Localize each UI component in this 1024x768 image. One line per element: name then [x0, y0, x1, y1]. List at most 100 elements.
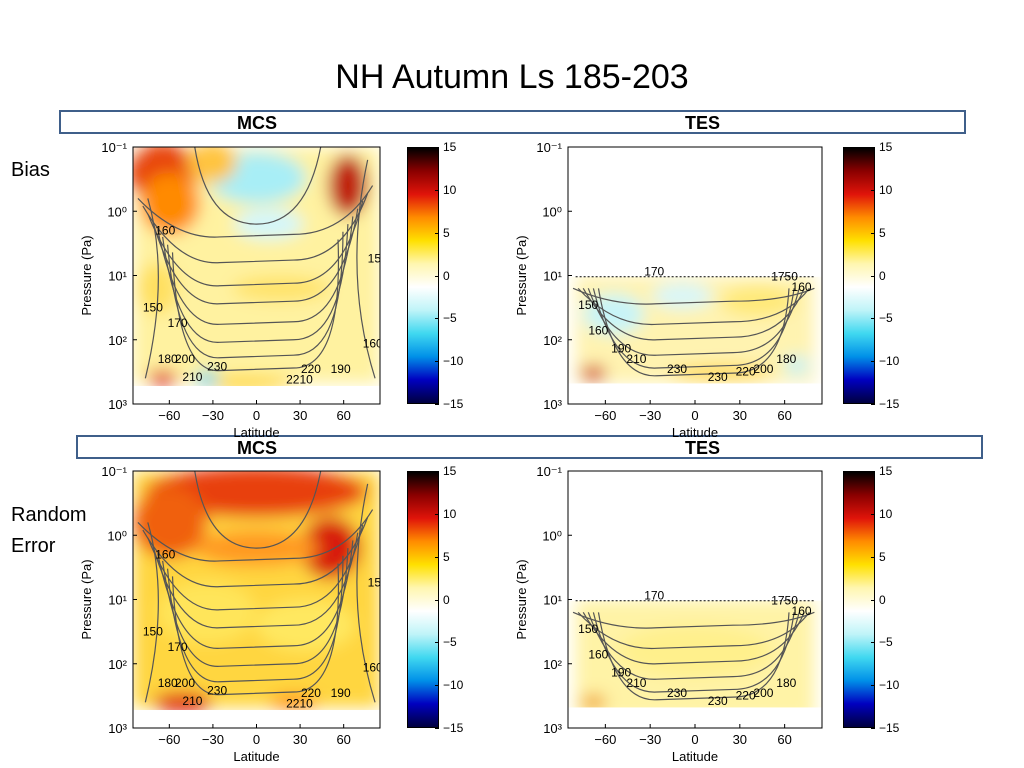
contour-label: 180	[776, 676, 796, 690]
contour-line	[194, 147, 322, 225]
contour-line	[137, 185, 374, 238]
colorbar-tick-label: 0	[879, 592, 886, 607]
contour-line	[356, 159, 376, 379]
colorbar-tick-label: −10	[443, 678, 464, 693]
contour-label: 220	[736, 689, 756, 703]
heatmap-blob	[133, 486, 208, 559]
colorbar-tick-label: 0	[443, 268, 450, 283]
colorbar-tick-mark	[435, 318, 439, 320]
y-tick-label: 10³	[108, 397, 127, 412]
x-tick-label: −30	[202, 732, 224, 747]
contour-label: 210	[626, 676, 646, 690]
contour-line	[171, 563, 340, 696]
colorbar-tick-label: −5	[879, 635, 893, 650]
colorbar-tick-label: 5	[879, 225, 886, 240]
blank-region	[568, 383, 822, 404]
colorbar-tick-mark	[871, 189, 875, 191]
contour-label: 160	[588, 324, 608, 338]
contour-label: 150	[143, 300, 163, 314]
contour-line	[592, 612, 795, 693]
colorbar-tick-label: 15	[879, 464, 893, 478]
colorbar-random-mcs	[407, 471, 439, 728]
colorbar-tick-label: 10	[879, 506, 893, 521]
contour-label: 190	[611, 666, 631, 680]
y-tick-label: 10⁻¹	[101, 140, 127, 155]
colorbar-tick-mark	[871, 728, 875, 729]
x-axis-label: Latitude	[233, 749, 279, 764]
colorbar-tick-mark	[435, 513, 439, 515]
contour-lines	[137, 147, 376, 379]
colorbar-tick-label: 5	[443, 549, 450, 564]
heatmap-blob	[783, 355, 810, 376]
contour-lines	[137, 471, 376, 703]
colorbar-tick-label: −5	[879, 311, 893, 326]
contour-label: 220	[301, 362, 321, 376]
colorbar-tick-label: 10	[443, 506, 457, 521]
contour-label: 160	[363, 660, 383, 674]
heatmap-blob	[618, 625, 772, 677]
y-tick-label: 10⁰	[542, 528, 562, 543]
contour-label: 210	[626, 352, 646, 366]
y-tick-label: 10¹	[108, 593, 127, 608]
blank-region	[133, 386, 380, 404]
contour-label: 170	[644, 265, 664, 279]
heatmap-blobs	[575, 599, 815, 721]
contour-line	[142, 193, 369, 264]
colorbar-tick-mark	[871, 318, 875, 320]
heatmap-blob	[720, 285, 797, 317]
colorbar-tick-mark	[871, 556, 875, 558]
x-tick-label: 30	[733, 408, 747, 423]
colorbar-tick-label: −15	[879, 397, 900, 411]
contour-line	[144, 522, 159, 703]
colorbar-tick-mark	[435, 599, 439, 601]
x-axis-label: Latitude	[672, 425, 718, 440]
colorbar-tick-label: −10	[879, 354, 900, 369]
y-tick-label: 10⁰	[107, 204, 127, 219]
x-tick-label: −30	[639, 408, 661, 423]
x-tick-label: 30	[293, 408, 307, 423]
colorbar-tick-mark	[871, 685, 875, 687]
contour-label: 210	[182, 694, 202, 708]
colorbar-tick-mark	[871, 361, 875, 363]
x-axis-label: Latitude	[233, 425, 279, 440]
contour-label: 190	[331, 686, 351, 700]
x-tick-label: 0	[253, 408, 260, 423]
colorbar-tick-mark	[435, 642, 439, 644]
contour-label: 200	[175, 676, 195, 690]
y-tick-label: 10²	[543, 657, 562, 672]
colorbar-tick-mark	[435, 685, 439, 687]
colorbar-tick-label: 10	[443, 182, 457, 197]
y-tick-label: 10³	[543, 721, 562, 736]
contour-line	[582, 288, 805, 341]
contour-label: 180	[158, 676, 178, 690]
colorbar-tick-mark	[871, 275, 875, 277]
colorbar-tick-mark	[871, 471, 875, 472]
contour-label: 160	[588, 648, 608, 662]
x-tick-label: −60	[594, 408, 616, 423]
contour-lines	[572, 611, 815, 701]
contour-label: 160	[155, 547, 175, 561]
contour-label: 190	[331, 362, 351, 376]
contour-label: 200	[175, 352, 195, 366]
heatmap-blob	[140, 172, 200, 235]
row-label-bias: Bias	[11, 159, 50, 181]
contour-label: 15	[368, 576, 382, 590]
colorbar-tick-label: −15	[443, 721, 464, 735]
colorbar-tick-label: 15	[443, 140, 457, 154]
contour-label: 190	[611, 342, 631, 356]
colorbar-tick-label: 0	[443, 592, 450, 607]
y-tick-label: 10⁻¹	[536, 464, 562, 479]
colorbar-tick-mark	[435, 404, 439, 405]
x-tick-label: −60	[594, 732, 616, 747]
colorbar-tick-label: −5	[443, 635, 457, 650]
heatmap-blob	[580, 365, 607, 381]
colorbar-tick-mark	[435, 275, 439, 277]
blank-region	[568, 471, 822, 601]
y-tick-label: 10¹	[543, 593, 562, 608]
contour-label: 1750	[771, 594, 798, 608]
colorbar-bias-tes	[843, 147, 875, 404]
contour-label: 200	[753, 686, 773, 700]
contour-label: 160	[792, 604, 812, 618]
